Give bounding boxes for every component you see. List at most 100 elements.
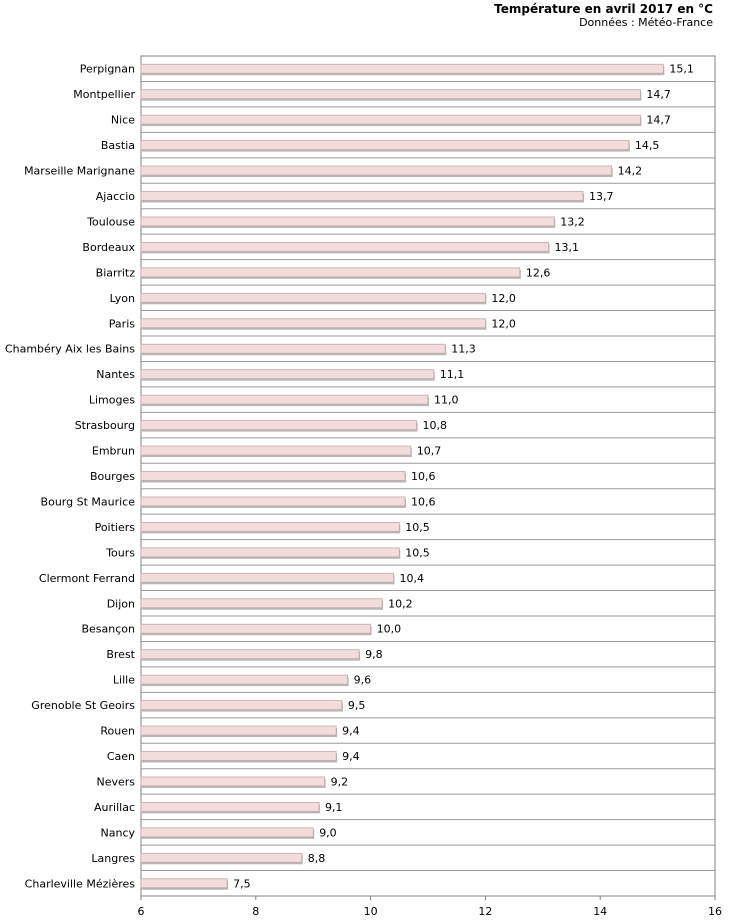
value-label: 9,4	[342, 725, 360, 738]
category-label: Limoges	[89, 394, 135, 407]
category-label: Toulouse	[86, 215, 135, 228]
value-label: 9,0	[319, 826, 337, 839]
category-label: Paris	[109, 317, 135, 330]
bar	[140, 700, 343, 710]
value-label: 9,4	[342, 750, 360, 763]
category-label: Bourges	[90, 470, 135, 483]
category-label: Rouen	[100, 725, 135, 738]
bar	[140, 343, 446, 354]
category-label: Charleville Mézières	[25, 877, 136, 890]
category-label: Bourg St Maurice	[41, 495, 136, 508]
value-label: 10,6	[411, 495, 436, 508]
category-label: Tours	[105, 546, 135, 559]
bar	[140, 216, 555, 227]
category-label: Bastia	[101, 139, 135, 152]
value-label: 14,7	[646, 88, 671, 101]
x-tick-label: 10	[364, 905, 378, 918]
bar	[140, 572, 394, 583]
category-label: Langres	[91, 852, 135, 865]
value-label: 9,2	[331, 775, 349, 788]
chart-title: Température en avril 2017 en °C	[494, 2, 713, 16]
category-label: Caen	[107, 750, 135, 763]
category-label: Bordeaux	[82, 241, 135, 254]
category-label: Montpellier	[73, 88, 135, 101]
bar	[140, 242, 549, 252]
value-label: 12,6	[526, 266, 551, 279]
value-label: 10,5	[405, 521, 430, 534]
bar	[140, 267, 521, 278]
value-label: 10,2	[388, 597, 413, 610]
bar	[140, 751, 337, 761]
bar	[140, 827, 314, 838]
value-label: 9,1	[325, 801, 343, 814]
bar	[140, 114, 641, 125]
bar	[140, 852, 303, 863]
x-tick-label: 16	[708, 905, 722, 918]
bar	[140, 140, 630, 150]
bar	[140, 394, 429, 405]
value-label: 14,7	[646, 114, 671, 127]
category-label: Marseille Marignane	[24, 165, 135, 178]
bar	[140, 598, 383, 609]
x-tick-label: 6	[138, 905, 145, 918]
value-label: 9,8	[365, 648, 383, 661]
category-label: Ajaccio	[96, 190, 135, 203]
value-label: 13,2	[560, 215, 585, 228]
x-tick-label: 14	[593, 905, 607, 918]
value-label: 10,6	[411, 470, 436, 483]
bar	[140, 292, 486, 303]
bar	[140, 165, 613, 176]
bar	[140, 547, 400, 558]
category-label: Nantes	[96, 368, 135, 381]
bar	[140, 623, 372, 634]
bar	[140, 369, 435, 380]
bar	[140, 522, 400, 532]
bar	[140, 802, 320, 812]
category-label: Nancy	[101, 826, 136, 839]
value-label: 11,0	[434, 394, 459, 407]
category-label: Grenoble St Geoirs	[31, 699, 135, 712]
bar	[140, 649, 360, 660]
category-label: Aurillac	[94, 801, 135, 814]
value-label: 14,5	[635, 139, 660, 152]
category-label: Perpignan	[80, 63, 135, 76]
bar	[140, 725, 337, 736]
category-label: Dijon	[107, 597, 135, 610]
category-label: Lyon	[110, 292, 135, 305]
chart-subtitle: Données : Météo-France	[579, 16, 713, 29]
value-label: 12,0	[491, 317, 516, 330]
category-label: Biarritz	[96, 266, 136, 279]
bar	[140, 776, 326, 787]
value-label: 9,6	[354, 674, 372, 687]
category-label: Besançon	[81, 623, 135, 636]
value-label: 11,3	[451, 343, 476, 356]
bar	[140, 674, 349, 685]
bar	[140, 318, 486, 329]
value-label: 10,0	[377, 623, 402, 636]
bar	[140, 63, 664, 74]
value-label: 13,1	[555, 241, 580, 254]
value-label: 10,4	[400, 572, 425, 585]
x-tick-label: 8	[252, 905, 259, 918]
value-label: 8,8	[308, 852, 326, 865]
category-label: Strasbourg	[75, 419, 135, 432]
category-label: Brest	[106, 648, 135, 661]
bar	[140, 89, 641, 100]
value-label: 10,8	[423, 419, 448, 432]
category-label: Nevers	[96, 775, 135, 788]
value-label: 13,7	[589, 190, 614, 203]
bar	[140, 445, 412, 456]
category-label: Chambéry Aix les Bains	[5, 343, 135, 356]
category-label: Embrun	[92, 445, 135, 458]
bar	[140, 878, 228, 889]
value-label: 11,1	[440, 368, 465, 381]
value-label: 10,5	[405, 546, 430, 559]
value-label: 14,2	[618, 165, 643, 178]
category-label: Clermont Ferrand	[39, 572, 135, 585]
bar	[140, 496, 406, 507]
category-label: Nice	[111, 114, 135, 127]
bar	[140, 191, 584, 201]
x-tick-label: 12	[478, 905, 492, 918]
bar	[140, 420, 417, 430]
